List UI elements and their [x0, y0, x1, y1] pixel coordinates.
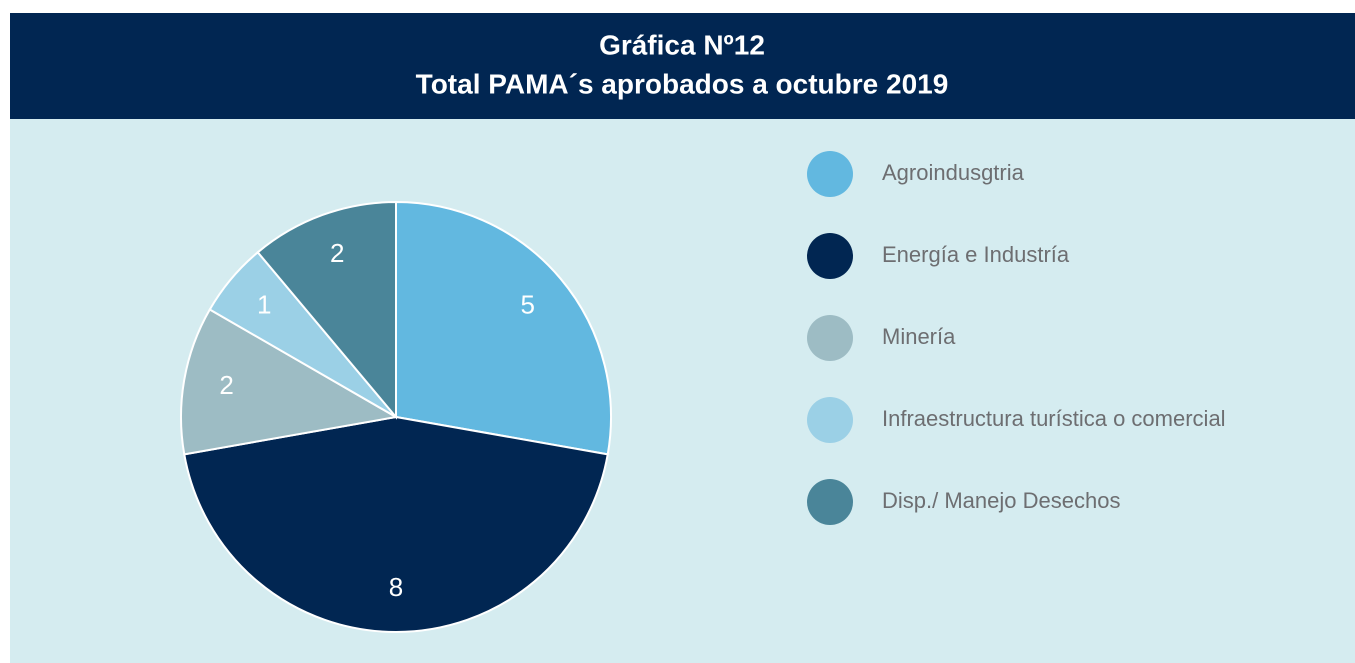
legend-swatch	[807, 315, 853, 361]
legend-swatch	[807, 397, 853, 443]
legend-label: Minería	[882, 324, 956, 349]
data-label: 8	[389, 572, 403, 602]
data-label: 2	[330, 238, 344, 268]
pie-slice	[183, 415, 609, 634]
data-label: 1	[257, 289, 271, 319]
header	[10, 13, 1355, 119]
chart-title: Gráfica Nº12	[599, 29, 765, 60]
legend-label: Energía e Industría	[882, 242, 1070, 267]
legend-label: Infraestructura turística o comercial	[882, 406, 1226, 431]
pie-slice	[395, 200, 612, 456]
pie-slice	[256, 200, 397, 420]
legend-swatch	[807, 479, 853, 525]
legend-label: Disp./ Manejo Desechos	[882, 488, 1120, 513]
pie-slice	[180, 308, 399, 456]
chart-title: Total PAMA´s aprobados a octubre 2019	[416, 68, 949, 99]
legend-label: Agroindusgtria	[882, 160, 1025, 185]
legend-swatch	[807, 151, 853, 197]
data-label: 2	[219, 370, 233, 400]
legend-swatch	[807, 233, 853, 279]
data-label: 5	[521, 289, 535, 319]
